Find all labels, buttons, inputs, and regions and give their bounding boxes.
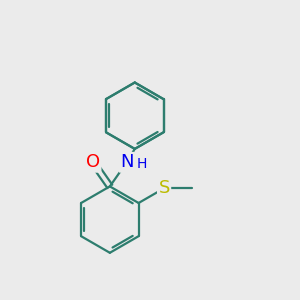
Text: H: H <box>137 158 147 171</box>
Text: S: S <box>158 179 170 197</box>
Text: N: N <box>120 153 134 171</box>
Text: O: O <box>86 153 100 171</box>
